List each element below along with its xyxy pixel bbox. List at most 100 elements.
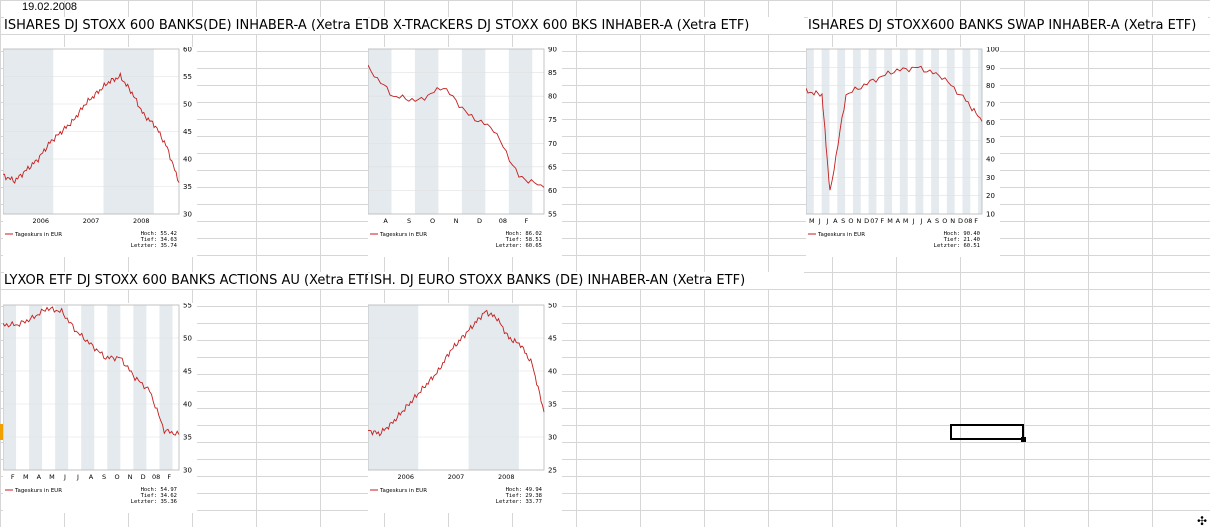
- y-tick-label: 40: [986, 156, 995, 164]
- y-tick-label: 45: [183, 128, 192, 136]
- x-tick-label: S: [935, 217, 939, 225]
- chart-frame: [3, 48, 180, 215]
- price-series-line: [3, 71, 180, 184]
- x-tick-label: 2008: [498, 473, 515, 481]
- chart-band: [3, 305, 17, 470]
- y-tick-label: 20: [986, 192, 995, 200]
- y-tick-label: 35: [183, 434, 192, 442]
- chart-band: [868, 49, 877, 214]
- chart-band: [931, 49, 939, 214]
- price-series-line: [368, 309, 545, 437]
- chart-band: [915, 49, 924, 214]
- chart-band: [107, 305, 121, 470]
- x-tick-label: N: [454, 217, 459, 225]
- date-cell[interactable]: 19.02.2008: [22, 1, 78, 13]
- chart-band: [962, 49, 971, 214]
- x-tick-label: F: [11, 473, 15, 481]
- x-tick-label: O: [848, 217, 853, 225]
- y-tick-label: 60: [183, 47, 192, 54]
- x-tick-label: M: [887, 217, 893, 225]
- legend-label: Tageskurs in EUR: [379, 488, 427, 494]
- active-cell-selection[interactable]: [950, 424, 1024, 440]
- stats-line: Hoch: 86.02: [506, 231, 542, 237]
- stats-line: Tief: 21.40: [944, 237, 980, 243]
- x-tick-label: 2006: [32, 217, 49, 225]
- x-tick-label: 08: [152, 473, 160, 481]
- x-tick-label: S: [102, 473, 106, 481]
- y-tick-label: 30: [548, 434, 557, 442]
- stats-line: Letzter: 35.74: [131, 243, 178, 249]
- stats-line: Hoch: 55.42: [141, 231, 177, 237]
- y-tick-label: 50: [986, 137, 995, 145]
- chart-title-2: DB X-TRACKERS DJ STOXX 600 BKS INHABER-A…: [370, 17, 804, 34]
- stats-line: Tief: 34.63: [141, 237, 177, 243]
- x-tick-label: 2006: [397, 473, 414, 481]
- chart-svg: 50 45 40 35 30 25 2006 2007 2008 Tageskurs in EUR…: [368, 303, 557, 505]
- stats-line: Letzter: 35.36: [131, 499, 177, 505]
- chart-band: [159, 305, 173, 470]
- x-tick-label: F: [880, 217, 884, 225]
- x-tick-label: S: [841, 217, 845, 225]
- x-tick-label: J: [76, 473, 79, 481]
- x-tick-label: S: [407, 217, 411, 225]
- stats-line: Hoch: 54.97: [141, 487, 177, 493]
- chart-band: [368, 49, 392, 214]
- chart-ishares-stoxx600-swap[interactable]: 100 90 80 70 60 50 40 30 20 10 M J J A S O N D 07 F M A M J J A S O…: [806, 47, 1000, 257]
- x-tick-label: A: [89, 473, 94, 481]
- chart-lyxor-stoxx600-banks[interactable]: 55 50 45 40 35 30 F M A M J J A S O N D 08 F Tageskurs in E…: [3, 303, 197, 513]
- chart-frame: [368, 304, 545, 471]
- x-tick-label: M: [49, 473, 55, 481]
- x-tick-label: M: [903, 217, 909, 225]
- x-tick-label: A: [927, 217, 932, 225]
- x-tick-label: D: [141, 473, 146, 481]
- y-tick-label: 45: [548, 335, 557, 343]
- y-tick-label: 70: [548, 140, 557, 148]
- x-tick-label: 08: [499, 217, 507, 225]
- x-tick-label: A: [383, 217, 388, 225]
- stats-line: Letzter: 60.65: [496, 243, 542, 249]
- stats-line: Tief: 58.51: [506, 237, 542, 243]
- chart-band: [55, 305, 69, 470]
- x-tick-label: O: [430, 217, 435, 225]
- chart-band: [899, 49, 908, 214]
- price-series-line: [806, 65, 983, 191]
- x-tick-label: F: [167, 473, 171, 481]
- chart-frame: [806, 48, 983, 215]
- x-tick-label: D: [864, 217, 869, 225]
- chart-title-3: ISHARES DJ STOXX600 BANKS SWAP INHABER-A…: [808, 17, 1208, 34]
- chart-ish-euro-stoxx-banks[interactable]: 50 45 40 35 30 25 2006 2007 2008 Tageskurs in EUR…: [368, 303, 562, 513]
- stats-line: Tief: 34.62: [141, 493, 177, 499]
- chart-ishares-stoxx600-banks[interactable]: 60 55 50 45 40 35 30 2006 2007 2008 Tageskurs in E…: [3, 47, 197, 257]
- y-tick-label: 50: [548, 303, 557, 310]
- y-tick-label: 55: [548, 211, 557, 219]
- x-tick-label: O: [942, 217, 947, 225]
- stats-line: Tief: 29.38: [506, 493, 542, 499]
- chart-band: [806, 49, 814, 214]
- price-series-line: [368, 64, 545, 188]
- chart-band: [978, 49, 982, 214]
- y-tick-label: 50: [183, 335, 192, 343]
- stats-line: Letzter: 60.51: [934, 243, 980, 249]
- y-tick-label: 30: [183, 211, 192, 219]
- x-tick-label: D: [958, 217, 963, 225]
- y-tick-label: 85: [548, 69, 557, 77]
- chart-svg: 60 55 50 45 40 35 30 2006 2007 2008 Tageskurs in E…: [3, 47, 192, 249]
- y-tick-label: 60: [986, 119, 995, 127]
- x-tick-label: N: [856, 217, 861, 225]
- y-tick-label: 40: [183, 156, 192, 164]
- x-tick-label: O: [115, 473, 120, 481]
- stats-line: Hoch: 90.40: [944, 231, 980, 237]
- chart-frame: [3, 304, 180, 471]
- y-tick-label: 40: [548, 368, 557, 376]
- x-tick-label: A: [896, 217, 901, 225]
- chart-db-xtrackers-stoxx600-bks[interactable]: 90 85 80 75 70 65 60 55 A S O N D 08 F Tageskurs in EUR…: [368, 47, 562, 257]
- y-tick-label: 35: [183, 183, 192, 191]
- move-cursor-icon: ✣: [1197, 514, 1208, 528]
- y-tick-label: 40: [183, 401, 192, 409]
- x-tick-label: 2008: [133, 217, 150, 225]
- chart-title-1: ISHARES DJ STOXX 600 BANKS(DE) INHABER-A…: [4, 17, 368, 34]
- chart-band: [81, 305, 95, 470]
- y-tick-label: 100: [986, 47, 999, 54]
- fill-handle[interactable]: [1021, 437, 1026, 442]
- x-tick-label: N: [128, 473, 133, 481]
